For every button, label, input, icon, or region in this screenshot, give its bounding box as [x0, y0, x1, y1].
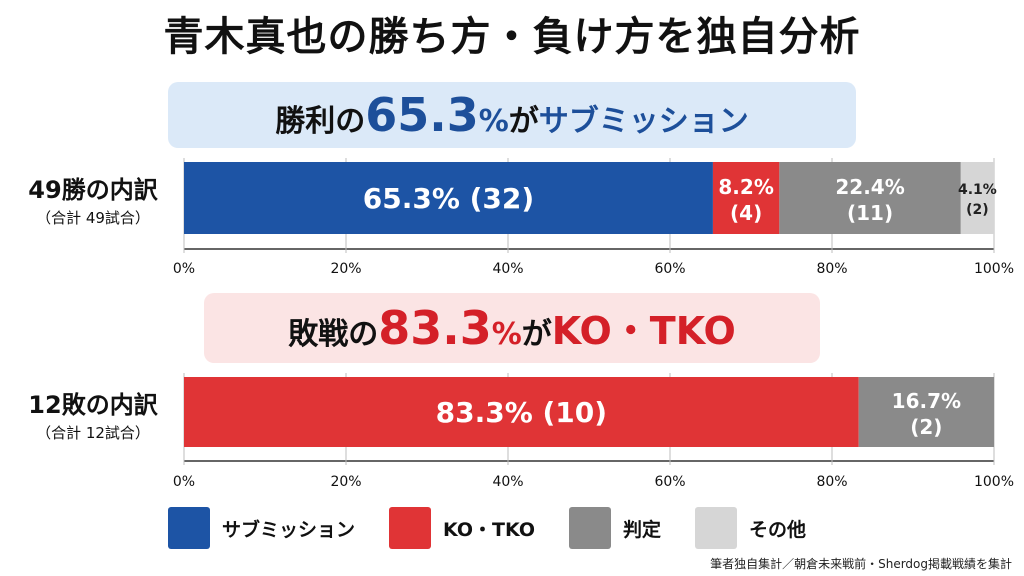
- tick-label: 60%: [654, 261, 685, 277]
- page-title: 青木真也の勝ち方・負け方を独自分析: [163, 14, 861, 60]
- bar-segment: [184, 162, 713, 234]
- bar-segment: [184, 377, 859, 447]
- loss-banner-percent: %: [491, 317, 522, 352]
- wins-row-label: 49勝の内訳 （合計 49試合）: [8, 170, 178, 228]
- win-banner-method: サブミッション: [538, 104, 749, 139]
- legend-swatch-decision: [569, 507, 612, 549]
- loss-banner-method: KO・TKO: [551, 309, 736, 353]
- segment-count-label: (2): [966, 202, 989, 218]
- tick-label: 100%: [974, 261, 1014, 277]
- losses-row-subtitle: （合計 12試合）: [36, 424, 150, 442]
- losses-row-title: 12敗の内訳: [28, 391, 158, 419]
- legend-swatch-other: [695, 507, 738, 549]
- loss-banner: 敗戦の83.3%がKO・TKO: [204, 293, 820, 363]
- tick-label: 60%: [654, 474, 685, 490]
- legend-item-ko-tko: KO・TKO: [389, 507, 535, 549]
- win-banner-number: 65.3: [365, 88, 479, 142]
- tick-label: 0%: [173, 261, 195, 277]
- win-banner-percent: %: [478, 104, 509, 139]
- wins-row-subtitle: （合計 49試合）: [36, 209, 150, 227]
- bar-segment: [712, 162, 780, 234]
- segment-percent-label: 8.2%: [718, 175, 773, 199]
- segment-count-label: (11): [847, 201, 893, 225]
- legend-label-other: その他: [749, 518, 807, 541]
- win-banner-lead: 勝利の: [275, 104, 366, 139]
- legend-item-submission: サブミッション: [168, 507, 355, 549]
- legend-label-submission: サブミッション: [222, 518, 356, 541]
- segment-percent-label: 22.4%: [835, 175, 904, 199]
- tick-label: 80%: [816, 261, 847, 277]
- tick-label: 20%: [330, 261, 361, 277]
- segment-count-label: (4): [730, 201, 762, 225]
- segment-value-label: 83.3% (10): [436, 396, 607, 429]
- legend-swatch-submission: [168, 507, 210, 549]
- tick-label: 20%: [330, 474, 361, 490]
- segment-percent-label: 4.1%: [958, 182, 997, 198]
- bar-segment: [858, 377, 994, 447]
- legend-label-ko-tko: KO・TKO: [443, 518, 536, 541]
- legend-label-decision: 判定: [623, 518, 662, 541]
- legend-item-other: その他: [695, 507, 806, 549]
- legend-swatch-ko-tko: [389, 507, 432, 549]
- tick-label: 40%: [492, 474, 523, 490]
- tick-label: 0%: [173, 474, 195, 490]
- segment-percent-label: 16.7%: [892, 389, 961, 413]
- segment-count-label: (2): [910, 415, 942, 439]
- legend-item-decision: 判定: [569, 507, 661, 549]
- loss-banner-particle: が: [521, 317, 552, 352]
- bar-segment: [960, 162, 994, 234]
- tick-label: 40%: [492, 261, 523, 277]
- segment-value-label: 65.3% (32): [363, 182, 534, 215]
- win-banner-particle: が: [508, 104, 539, 139]
- loss-banner-number: 83.3: [378, 301, 492, 355]
- source-note: 筆者独自集計／朝倉未来戦前・Sherdog掲載戦績を集計: [710, 557, 1012, 571]
- tick-label: 80%: [816, 474, 847, 490]
- win-banner: 勝利の65.3%がサブミッション: [168, 82, 856, 148]
- tick-label: 100%: [974, 474, 1014, 490]
- legend: サブミッション KO・TKO 判定 その他: [168, 506, 868, 550]
- losses-row-label: 12敗の内訳 （合計 12試合）: [8, 385, 178, 443]
- loss-banner-lead: 敗戦の: [288, 317, 379, 352]
- bar-segment: [779, 162, 961, 234]
- wins-row-title: 49勝の内訳: [28, 176, 158, 204]
